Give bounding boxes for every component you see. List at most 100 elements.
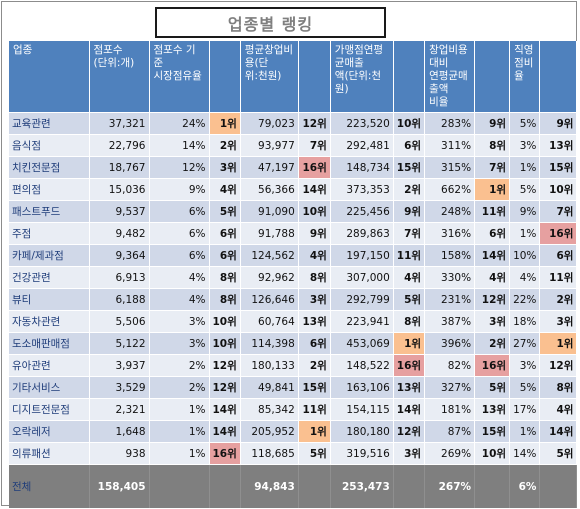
- direct-rank: 14위: [539, 420, 578, 443]
- avg-sales: 197,150: [330, 244, 394, 267]
- direct-rank: 9위: [539, 112, 578, 135]
- share-rank: 8위: [209, 266, 241, 289]
- category-name: 건강관련: [9, 266, 90, 289]
- store-count: 6,188: [89, 288, 150, 311]
- share-rank: 10위: [209, 332, 241, 355]
- direct-rank: 13위: [539, 134, 578, 157]
- sales-cost-ratio: 231%: [424, 288, 476, 311]
- sales-cost-ratio: 662%: [424, 178, 476, 201]
- sales-cost-ratio: 330%: [424, 266, 476, 289]
- sales-rank: 14위: [393, 398, 426, 421]
- sales-rank: 6위: [393, 134, 426, 157]
- table-row: 뷰티 6,188 4% 8위 126,646 3위 292,799 5위 231% 12위 22% 2…: [9, 288, 578, 311]
- avg-startup-cost: 91,090: [240, 200, 299, 223]
- sales-rank: 3위: [393, 442, 426, 465]
- table-row: 도소매판매점 5,122 3% 10위 114,398 6위 453,069 1위 396% 2위…: [9, 332, 578, 355]
- table-body: 교육관련 37,321 24% 1위 79,023 12위 223,520 10위 283% 9위…: [9, 112, 578, 465]
- header-cost-rank: [298, 41, 331, 113]
- total-direct-rank: [539, 464, 578, 509]
- direct-rank: 12위: [539, 354, 578, 377]
- avg-startup-cost: 124,562: [240, 244, 299, 267]
- avg-startup-cost: 47,197: [240, 156, 299, 179]
- table-row: 의류패션 938 1% 16위 118,685 5위 319,516 3위 269% 10위 14%…: [9, 442, 578, 465]
- direct-rank: 8위: [539, 376, 578, 399]
- market-share: 6%: [149, 222, 210, 245]
- cost-rank: 12위: [298, 112, 331, 135]
- direct-rank: 16위: [539, 222, 578, 245]
- avg-startup-cost: 49,841: [240, 376, 299, 399]
- store-count: 5,122: [89, 332, 150, 355]
- cost-rank: 8위: [298, 266, 331, 289]
- category-name: 교육관련: [9, 112, 90, 135]
- total-sales-cost-ratio: 267%: [424, 464, 476, 509]
- header-ratio-rank: [474, 41, 511, 113]
- sales-rank: 4위: [393, 266, 426, 289]
- avg-startup-cost: 60,764: [240, 310, 299, 333]
- ratio-rank: 15위: [474, 420, 511, 443]
- sales-rank: 1위: [393, 332, 426, 355]
- avg-sales: 223,941: [330, 310, 394, 333]
- market-share: 3%: [149, 332, 210, 355]
- avg-sales: 373,353: [330, 178, 394, 201]
- total-market-share: [149, 464, 210, 509]
- total-store-count: 158,405: [89, 464, 150, 509]
- sales-rank: 5위: [393, 288, 426, 311]
- avg-sales: 223,520: [330, 112, 394, 135]
- table-row: 음식점 22,796 14% 2위 93,977 7위 292,481 6위 311% 8위 3% 1…: [9, 134, 578, 157]
- table-row: 치킨전문점 18,767 12% 3위 47,197 16위 148,734 15위 315% 7…: [9, 156, 578, 179]
- category-name: 음식점: [9, 134, 90, 157]
- sales-cost-ratio: 269%: [424, 442, 476, 465]
- market-share: 24%: [149, 112, 210, 135]
- sales-rank: 13위: [393, 376, 426, 399]
- avg-startup-cost: 79,023: [240, 112, 299, 135]
- sales-cost-ratio: 158%: [424, 244, 476, 267]
- cost-rank: 3위: [298, 288, 331, 311]
- ratio-rank: 16위: [474, 354, 511, 377]
- sales-cost-ratio: 311%: [424, 134, 476, 157]
- cost-rank: 9위: [298, 222, 331, 245]
- cost-rank: 13위: [298, 310, 331, 333]
- ratio-rank: 7위: [474, 156, 511, 179]
- direct-rank: 10위: [539, 178, 578, 201]
- cost-rank: 10위: [298, 200, 331, 223]
- share-rank: 16위: [209, 442, 241, 465]
- share-rank: 6위: [209, 222, 241, 245]
- avg-sales: 225,456: [330, 200, 394, 223]
- avg-sales: 453,069: [330, 332, 394, 355]
- sales-rank: 9위: [393, 200, 426, 223]
- market-share: 12%: [149, 156, 210, 179]
- direct-rank: 4위: [539, 398, 578, 421]
- avg-startup-cost: 56,366: [240, 178, 299, 201]
- sales-rank: 11위: [393, 244, 426, 267]
- category-name: 치킨전문점: [9, 156, 90, 179]
- sales-rank: 7위: [393, 222, 426, 245]
- header-sales-cost-ratio: 창업비용대비 연평균매출액 비율: [424, 41, 476, 113]
- ratio-rank: 2위: [474, 332, 511, 355]
- avg-startup-cost: 114,398: [240, 332, 299, 355]
- total-avg-sales: 253,473: [330, 464, 394, 509]
- avg-startup-cost: 85,342: [240, 398, 299, 421]
- store-count: 938: [89, 442, 150, 465]
- cost-rank: 1위: [298, 420, 331, 443]
- market-share: 2%: [149, 354, 210, 377]
- sales-rank: 12위: [393, 420, 426, 443]
- share-rank: 12위: [209, 354, 241, 377]
- market-share: 14%: [149, 134, 210, 157]
- store-count: 3,937: [89, 354, 150, 377]
- avg-sales: 148,734: [330, 156, 394, 179]
- share-rank: 4위: [209, 178, 241, 201]
- store-count: 15,036: [89, 178, 150, 201]
- total-cost-rank: [298, 464, 331, 509]
- ratio-rank: 1위: [474, 178, 511, 201]
- ranking-table: 업종 점포수 (단위:개) 점포수 기준 시장점유율 평균창업비용(단 위:천원) 가맹…: [9, 41, 578, 509]
- sales-rank: 15위: [393, 156, 426, 179]
- total-share-rank: [209, 464, 241, 509]
- table-row: 카페/제과점 9,364 6% 6위 124,562 4위 197,150 11위 158% 14…: [9, 244, 578, 267]
- cost-rank: 5위: [298, 442, 331, 465]
- store-count: 9,364: [89, 244, 150, 267]
- direct-store-ratio: 3%: [509, 134, 541, 157]
- cost-rank: 11위: [298, 398, 331, 421]
- market-share: 6%: [149, 200, 210, 223]
- ratio-rank: 12위: [474, 288, 511, 311]
- share-rank: 12위: [209, 376, 241, 399]
